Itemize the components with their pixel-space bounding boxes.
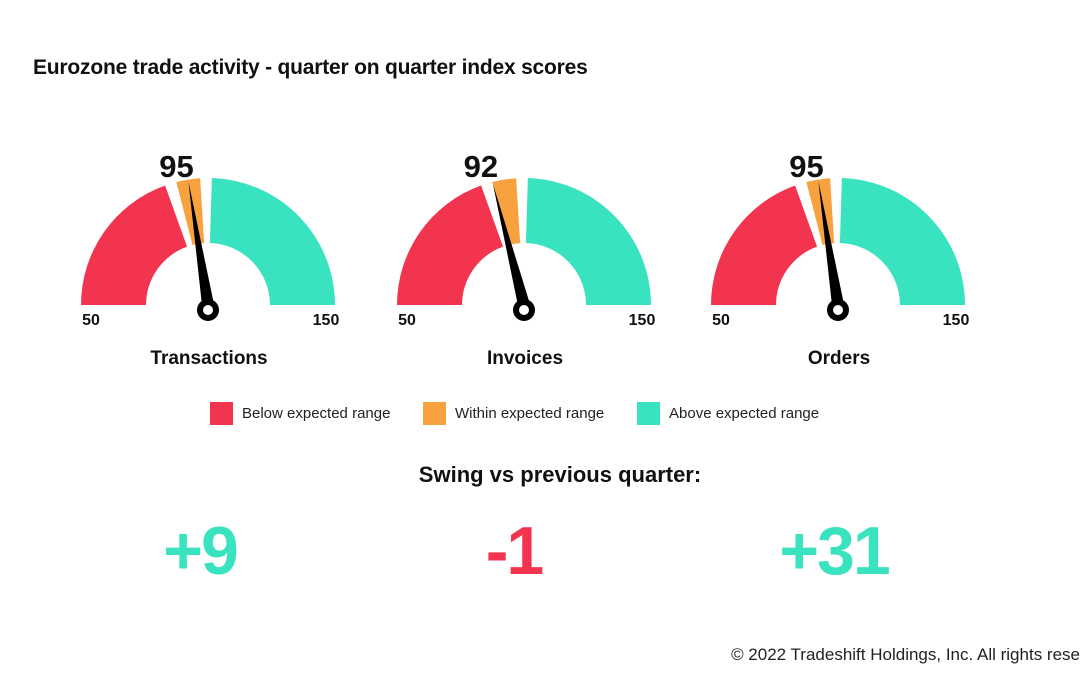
swing-title: Swing vs previous quarter: [418, 462, 702, 487]
gauge-band-above [525, 178, 651, 305]
legend-item-below: Below expected range [210, 402, 390, 425]
gauge-needle [492, 183, 530, 307]
gauge-value-label: 92 [464, 149, 498, 184]
gauge-value-label: 95 [159, 149, 193, 184]
gauge-min-label: 50 [82, 312, 100, 329]
gauge-invoices: 92 50 150 Invoices [397, 149, 655, 369]
gauge-band-above [839, 178, 965, 305]
gauge-value-label: 95 [789, 149, 823, 184]
gauge-hub-center [833, 305, 843, 315]
legend-swatch-below [210, 402, 233, 425]
chart-title: Eurozone trade activity - quarter on qua… [33, 56, 588, 79]
legend-swatch-within [423, 402, 446, 425]
legend-label-within: Within expected range [455, 405, 605, 422]
gauge-max-label: 150 [313, 312, 340, 329]
copyright-notice: © 2022 Tradeshift Holdings, Inc. All rig… [731, 645, 1080, 664]
legend-label-above: Above expected range [669, 405, 820, 422]
gauge-orders: 95 50 150 Orders [711, 149, 969, 369]
gauge-band-above [209, 178, 335, 305]
swing-value-orders: +31 [779, 513, 890, 589]
gauge-hub-center [519, 305, 529, 315]
gauge-min-label: 50 [712, 312, 730, 329]
gauge-name-label: Invoices [487, 348, 563, 369]
swing-value-transactions: +9 [163, 513, 239, 589]
gauge-band-within [492, 178, 521, 245]
legend: Below expected range Within expected ran… [0, 402, 1080, 432]
gauges-panel: 95 50 150 Transactions 92 50 150 Invoices 95 50 15… [81, 149, 969, 369]
gauge-transactions: 95 50 150 Transactions [81, 149, 339, 369]
legend-label-below: Below expected range [242, 405, 391, 422]
legend-item-within: Within expected range [423, 402, 604, 425]
gauge-max-label: 150 [943, 312, 970, 329]
gauge-max-label: 150 [629, 312, 656, 329]
gauge-name-label: Orders [808, 348, 870, 369]
legend-item-above: Above expected range [637, 402, 819, 425]
legend-swatch-above [637, 402, 660, 425]
gauge-band-below [81, 185, 188, 305]
gauge-min-label: 50 [398, 312, 416, 329]
gauge-band-below [397, 185, 504, 305]
gauge-hub-center [203, 305, 213, 315]
gauge-band-below [711, 185, 818, 305]
swing-value-invoices: -1 [485, 513, 544, 589]
gauge-needle [188, 181, 214, 306]
gauge-needle [818, 181, 844, 306]
gauge-name-label: Transactions [150, 348, 267, 369]
